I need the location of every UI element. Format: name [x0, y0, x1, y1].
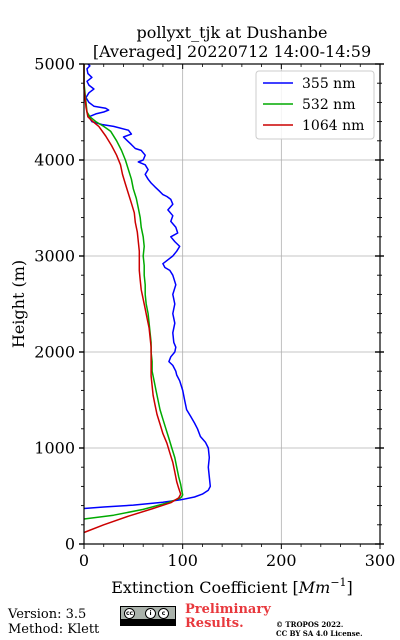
x-axis-label-exponent: −1: [330, 576, 346, 589]
legend: 355 nm 532 nm 1064 nm: [255, 70, 375, 140]
x-axis-label: Extinction Coefficient [Mm−1]: [111, 576, 353, 597]
x-tick-label: 100: [167, 551, 198, 570]
cc-by-sa-badge-icon: cc i c: [120, 606, 176, 626]
copyright-line1: © TROPOS 2022.: [276, 620, 344, 629]
cc-icon: cc: [124, 608, 135, 619]
extinction-profile-chart: pollyxt_tjk at Dushanbe [Averaged] 20220…: [9, 23, 395, 597]
x-tick-label: 300: [365, 551, 396, 570]
x-tick-label: 0: [79, 551, 89, 570]
preliminary-line1: Preliminary: [185, 602, 271, 617]
copyright-line2: CC BY SA 4.0 License.: [276, 629, 363, 638]
series-line-355-nm: [83, 63, 212, 510]
x-axis-label-end: ]: [347, 578, 353, 597]
chart-title-line1: pollyxt_tjk at Dushanbe: [136, 23, 327, 42]
series-lines: [83, 63, 212, 534]
version-label: Version: 3.5: [8, 607, 87, 622]
legend-box: [255, 70, 375, 140]
preliminary-results-notice: Preliminary Results.: [185, 603, 271, 631]
y-tick-label: 3000: [34, 247, 75, 266]
axis-ticks: [79, 63, 384, 549]
y-tick-label: 4000: [34, 151, 75, 170]
chart-title-line2: [Averaged] 20220712 14:00-14:59: [93, 42, 371, 61]
x-axis-label-unit: Mm: [298, 578, 331, 597]
method-label: Method: Klett: [8, 622, 100, 637]
y-tick-label: 0: [65, 535, 75, 554]
by-icon: i: [145, 608, 156, 619]
legend-label: 532 nm: [302, 97, 355, 113]
series-line-1064-nm: [83, 64, 182, 534]
legend-label: 355 nm: [302, 76, 355, 92]
cc-badge-strip: [121, 619, 175, 625]
y-tick-label: 5000: [34, 55, 75, 74]
y-axis-label: Height (m): [9, 260, 28, 348]
legend-label: 1064 nm: [302, 118, 364, 134]
preliminary-line2: Results.: [185, 616, 244, 631]
sa-icon: c: [158, 608, 169, 619]
y-tick-label: 1000: [34, 439, 75, 458]
legend-entries: 355 nm 532 nm 1064 nm: [263, 76, 364, 134]
x-axis-label-text: Extinction Coefficient [: [111, 578, 299, 597]
series-line-532-nm: [83, 64, 184, 520]
y-tick-label: 2000: [34, 343, 75, 362]
copyright-notice: © TROPOS 2022. CC BY SA 4.0 License.: [276, 620, 363, 638]
x-tick-label: 200: [266, 551, 297, 570]
plot-frame: [83, 63, 381, 545]
grid-lines: [84, 64, 380, 544]
